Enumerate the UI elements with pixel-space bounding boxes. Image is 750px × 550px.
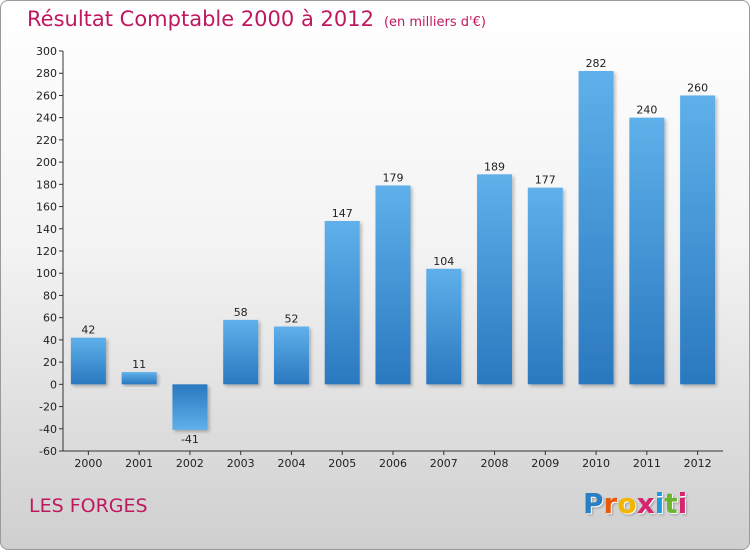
x-tick-label-2004: 2004 (277, 457, 305, 470)
value-label-2008: 189 (484, 160, 505, 173)
x-tick-label-2008: 2008 (481, 457, 509, 470)
bar-2009 (527, 187, 563, 385)
y-tick-label: 0 (50, 378, 57, 391)
bar-2011 (629, 117, 665, 385)
y-tick-label: 240 (36, 112, 57, 125)
proxiti-logo: Proxiti (583, 487, 687, 520)
value-label-2010: 282 (586, 57, 607, 70)
y-tick-label: 80 (43, 289, 57, 302)
x-tick-label-2000: 2000 (74, 457, 102, 470)
x-tick-label-2003: 2003 (227, 457, 255, 470)
logo-letter: i (677, 487, 688, 520)
x-tick-label-2007: 2007 (430, 457, 458, 470)
bar-2000 (70, 337, 106, 385)
y-tick-label: 40 (43, 334, 57, 347)
bar-2008 (477, 174, 513, 385)
value-label-2009: 177 (535, 174, 556, 187)
logo-letter: x (636, 487, 655, 520)
x-tick-label-2001: 2001 (125, 457, 153, 470)
x-tick-label-2012: 2012 (684, 457, 712, 470)
y-tick-label: 300 (36, 45, 57, 58)
title-text: Résultat Comptable 2000 à 2012 (27, 7, 374, 31)
logo-letter: r (603, 487, 618, 520)
y-tick-label: 100 (36, 267, 57, 280)
place-name: LES FORGES (29, 495, 148, 517)
y-tick-label: 120 (36, 245, 57, 258)
y-tick-label: 280 (36, 67, 57, 80)
bar-2012 (680, 95, 716, 385)
value-label-2005: 147 (332, 207, 353, 220)
bar-2007 (426, 268, 462, 385)
bar-2003 (223, 319, 259, 385)
chart-title: Résultat Comptable 2000 à 2012 (en millie… (27, 7, 486, 31)
y-tick-label: -40 (39, 423, 57, 436)
y-tick-label: 260 (36, 89, 57, 102)
value-label-2001: 11 (132, 358, 146, 371)
logo-letter: o (617, 487, 637, 520)
bar-2001 (121, 372, 157, 385)
logo-letter: P (583, 487, 604, 520)
value-label-2004: 52 (284, 313, 298, 326)
value-label-2003: 58 (234, 306, 248, 319)
logo-letter: t (664, 487, 678, 520)
bars (70, 71, 716, 430)
axes: -60 -40 -20 0 20 40 60 80 100 120 140 160 180 200 220 2… (36, 45, 723, 470)
value-label-2006: 179 (383, 171, 404, 184)
y-tick-label: -60 (39, 445, 57, 458)
value-label-2011: 240 (636, 104, 657, 117)
y-tick-label: 20 (43, 356, 57, 369)
y-tick-label: 60 (43, 312, 57, 325)
y-tick-label: 160 (36, 201, 57, 214)
value-label-2000: 42 (81, 324, 95, 337)
x-tick-label-2010: 2010 (582, 457, 610, 470)
bar-2004 (273, 326, 309, 385)
bar-2005 (324, 221, 360, 385)
value-label-2002: -41 (181, 433, 199, 446)
y-tick-label: 220 (36, 134, 57, 147)
value-label-2007: 104 (433, 255, 454, 268)
x-tick-label-2002: 2002 (176, 457, 204, 470)
y-tick-label: 180 (36, 178, 57, 191)
value-labels: 42 11 -41 58 52 147 179 104 189 177 282 240 260 (81, 57, 708, 446)
x-tick-label-2011: 2011 (633, 457, 661, 470)
y-tick-label: 140 (36, 223, 57, 236)
bar-2002 (172, 384, 208, 430)
x-tick-label-2005: 2005 (328, 457, 356, 470)
y-tick-label: 200 (36, 156, 57, 169)
chart-subtitle: (en milliers d'€) (383, 15, 486, 30)
y-tick-label: -20 (39, 401, 57, 414)
logo-letter: i (654, 487, 665, 520)
bar-2010 (578, 71, 614, 385)
value-label-2012: 260 (687, 81, 708, 94)
bar-2006 (375, 185, 411, 385)
x-tick-label-2009: 2009 (531, 457, 559, 470)
x-tick-label-2006: 2006 (379, 457, 407, 470)
